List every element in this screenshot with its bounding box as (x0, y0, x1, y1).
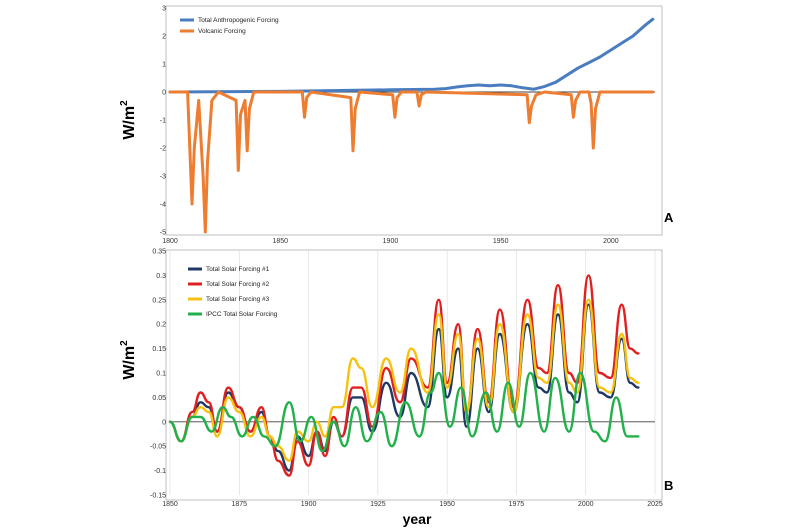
panel-a-label: A (664, 210, 674, 225)
x-tick-label: 1925 (370, 501, 386, 508)
y-tick-label: 0.2 (156, 322, 166, 329)
panel-b-frame (165, 249, 663, 501)
x-tick-label: 1850 (272, 238, 288, 245)
y-tick-label: 0 (162, 419, 166, 426)
y-tick-label: -0.15 (150, 493, 166, 500)
y-tick-label: -4 (160, 202, 166, 209)
y-tick-label: 3 (162, 6, 166, 13)
series-line-2 (168, 298, 640, 462)
legend-label: IPCC Total Solar Forcing (206, 311, 278, 318)
x-tick-label: 2000 (578, 501, 594, 508)
legend-label: Total Solar Forcing #2 (206, 281, 270, 288)
legend-label: Volcanic Forcing (198, 28, 246, 35)
x-tick-label: 2000 (603, 238, 619, 245)
y-tick-label: -0.05 (150, 444, 166, 451)
y-tick-label: 0.1 (156, 371, 166, 378)
y-tick-label: 0.3 (156, 273, 166, 280)
panel-a-y-axis-label: W/m2 (119, 100, 138, 140)
y-tick-label: 0.15 (152, 346, 166, 353)
x-tick-label: 1975 (509, 501, 525, 508)
x-tick-label: 1900 (301, 501, 317, 508)
x-tick-label: 1950 (439, 501, 455, 508)
x-tick-label: 1900 (383, 238, 399, 245)
x-tick-label: 1800 (162, 238, 178, 245)
y-tick-label: -5 (160, 230, 166, 237)
x-tick-label: 1950 (493, 238, 509, 245)
y-tick-label: -2 (160, 146, 166, 153)
legend-label: Total Solar Forcing #3 (206, 296, 270, 303)
panel-b-x-axis-label: year (403, 511, 432, 527)
legend-label: Total Anthropogenic Forcing (198, 17, 279, 24)
y-tick-label: 2 (162, 34, 166, 41)
y-tick-label: 0.25 (152, 297, 166, 304)
series-line-1 (168, 90, 655, 234)
panel-a: 1800 1850 1900 1950 2000 3 2 1 0 -1 -2 -3 -4 -5 Total … (160, 6, 655, 245)
panel-b-label: B (664, 478, 673, 493)
series-line-1 (168, 274, 640, 477)
panel-b-y-axis-label: W/m2 (119, 340, 138, 380)
legend-label: Total Solar Forcing #1 (206, 266, 270, 273)
x-tick-label: 1850 (162, 501, 178, 508)
panel-b: 1850 1875 1900 1925 1950 1975 2000 2025 0.35 0.3 0… (150, 249, 663, 509)
series-line-3 (168, 371, 640, 453)
y-tick-label: 0 (162, 90, 166, 97)
panel-a-frame (165, 5, 663, 236)
y-tick-label: 0.05 (152, 395, 166, 402)
y-tick-label: -3 (160, 174, 166, 181)
x-tick-label: 2025 (647, 501, 663, 508)
y-tick-label: 0.35 (152, 249, 166, 256)
y-tick-label: -0.1 (154, 468, 166, 475)
series-line-0 (168, 17, 655, 94)
y-tick-label: -1 (160, 118, 166, 125)
x-tick-label: 1875 (231, 501, 247, 508)
y-tick-label: 1 (162, 62, 166, 69)
